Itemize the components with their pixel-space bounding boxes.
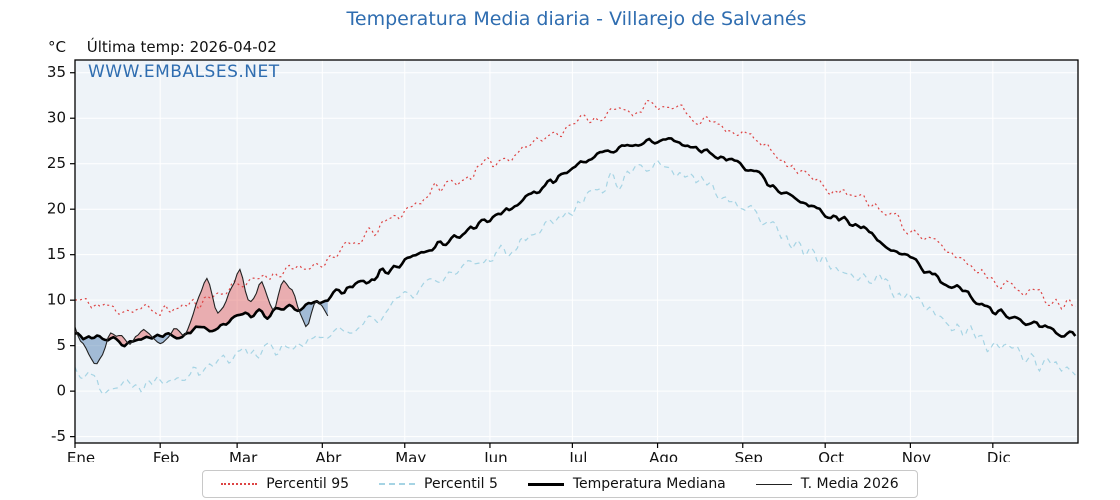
x-tick-label: Abr (315, 449, 342, 462)
x-tick-label: Ago (649, 449, 678, 462)
y-tick-label: 0 (56, 382, 66, 400)
x-tick-label: Feb (153, 449, 180, 462)
legend-label: T. Media 2026 (800, 476, 899, 492)
t-media-2026-line-sample-icon (755, 483, 792, 485)
last-temp-label: Última temp: 2026-04-02 (86, 38, 277, 56)
chart-title: Temperatura Media diaria - Villarejo de … (346, 8, 807, 30)
percentil-95-line (74, 99, 1076, 316)
legend-item-percentil-5: Percentil 5 (379, 476, 498, 492)
x-tick-label: Nov (902, 449, 931, 462)
plot-background (75, 60, 1078, 443)
legend-label: Percentil 95 (266, 476, 350, 492)
mediana-line-sample-icon (527, 482, 564, 486)
watermark: WWW.EMBALSES.NET (88, 62, 280, 82)
legend: Percentil 95 Percentil 5 Temperatura Med… (0, 470, 1120, 498)
x-tick-label: Jul (568, 449, 587, 462)
percentil-95-line-sample-icon (221, 483, 258, 485)
y-tick-label: 35 (47, 63, 66, 81)
legend-item-mediana: Temperatura Mediana (527, 476, 726, 492)
chart-header: °C Última temp: 2026-04-02 (48, 38, 277, 56)
x-tick-label: Oct (818, 449, 844, 462)
y-tick-label: 15 (47, 245, 66, 263)
percentil-5-line-sample-icon (379, 483, 416, 485)
x-tick-label: Jun (483, 449, 507, 462)
t-media-2026-line (74, 268, 329, 365)
legend-item-percentil-95: Percentil 95 (221, 476, 349, 492)
percentil-5-line (74, 159, 1076, 395)
mediana-line (74, 137, 1077, 348)
y-tick-label: 20 (47, 200, 66, 218)
y-tick-label: 5 (56, 336, 66, 354)
y-tick-label: -5 (51, 427, 66, 445)
y-axis-unit-label: °C (48, 38, 66, 56)
y-tick-label: 10 (47, 291, 66, 309)
temperature-chart: -5 0 5 10 15 20 25 30 35 Ene Feb Mar Abr May Jun Jul Ago… (47, 59, 1079, 462)
x-tick-label: Mar (229, 449, 258, 462)
legend-item-t-media-2026: T. Media 2026 (755, 476, 899, 492)
x-tick-label: Ene (67, 449, 95, 462)
y-tick-label: 30 (47, 109, 66, 127)
legend-box: Percentil 95 Percentil 5 Temperatura Med… (202, 470, 918, 498)
x-tick-label: Sep (735, 449, 763, 462)
legend-label: Percentil 5 (424, 476, 498, 492)
x-tick-label: Dic (987, 449, 1011, 462)
plot-frame (74, 59, 1079, 444)
legend-label: Temperatura Mediana (572, 476, 726, 492)
x-tick-label: May (395, 449, 426, 462)
y-tick-label: 25 (47, 154, 66, 172)
